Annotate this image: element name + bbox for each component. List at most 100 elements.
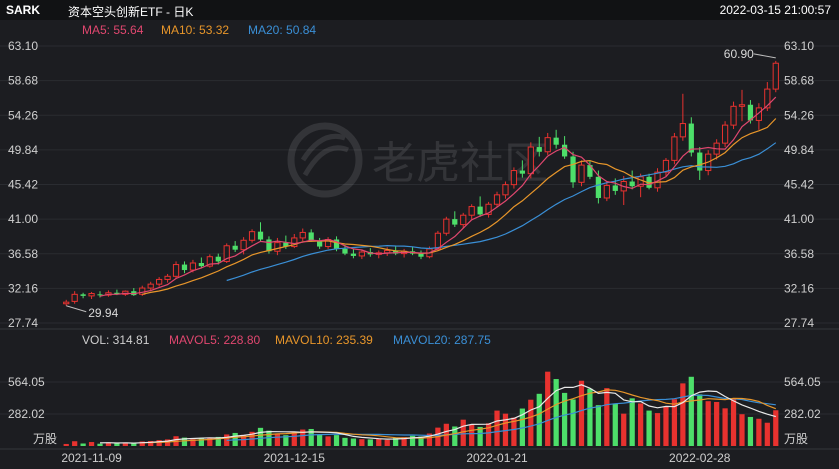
candle-body-up <box>662 159 670 173</box>
volume-bar <box>393 437 399 446</box>
candle-body-down <box>519 170 525 174</box>
candle-body-up <box>122 290 129 295</box>
candle-body-down <box>257 231 264 240</box>
volume-bar <box>629 398 635 446</box>
candle-body-up <box>426 248 433 258</box>
volume-bar <box>367 439 373 446</box>
candle-body-up <box>738 104 746 107</box>
price-tick-left: 41.00 <box>8 212 38 226</box>
volume-bar <box>80 443 86 446</box>
candle-body-down <box>333 239 340 249</box>
volume-bar <box>747 416 754 446</box>
price-tick-left: 58.68 <box>8 74 38 88</box>
candle-body-up <box>358 251 365 257</box>
volume-bar <box>350 438 357 446</box>
candle-body-down <box>561 144 568 157</box>
price-tick-left: 45.42 <box>8 178 38 192</box>
candle-body-up <box>485 203 492 215</box>
volume-bar <box>308 428 314 446</box>
candle-body-up <box>291 237 298 248</box>
watermark-text: 老虎社区 <box>372 139 548 188</box>
watermark-logo-icon <box>287 122 363 198</box>
price-tick-right: 41.00 <box>784 212 814 226</box>
candle-body-down <box>342 248 348 254</box>
candle-body-up <box>139 287 146 295</box>
price-tick-left: 36.58 <box>8 247 38 261</box>
candles <box>63 60 779 306</box>
candle-body-up <box>147 283 154 289</box>
candle-body-up <box>274 242 281 252</box>
price-tick-right: 27.74 <box>784 316 814 330</box>
volume-bar <box>502 413 509 446</box>
candle-body-up <box>375 252 382 255</box>
candle-body-down <box>80 294 86 296</box>
candle-body-up <box>764 88 771 109</box>
candle-body-up <box>654 171 661 189</box>
volume-bar <box>561 392 568 446</box>
vol-legend: VOL: 314.81 <box>82 333 150 347</box>
candle-body-down <box>266 239 272 252</box>
mavol20-legend: MAVOL20: 287.75 <box>393 333 491 347</box>
candle-body-up <box>443 218 450 234</box>
candle-body-down <box>198 262 204 267</box>
mavol10-legend: MAVOL10: 235.39 <box>275 333 373 347</box>
price-tick-right: 32.16 <box>784 281 814 295</box>
candle-body-up <box>105 292 112 296</box>
volume-bar <box>240 434 247 446</box>
volume-bar <box>291 432 297 446</box>
candle-body-down <box>131 291 137 296</box>
volume-axes: 564.05 564.05 282.02 282.02 万股 万股 <box>0 375 839 446</box>
volume-ma-lines <box>99 384 777 444</box>
price-tick-right: 49.84 <box>784 143 814 157</box>
volume-bar <box>654 413 661 446</box>
mavol20-line <box>226 394 776 441</box>
header-bar: SARK 资本空头创新ETF - 日K 2022-03-15 21:00:57 <box>0 0 839 20</box>
candle-body-up <box>434 232 442 250</box>
volume-bar <box>224 434 230 446</box>
volume-bar <box>173 436 179 446</box>
candle-body-down <box>570 156 576 183</box>
volume-bar <box>63 443 69 446</box>
candle-body-up <box>240 239 247 251</box>
candle-body-down <box>308 232 314 242</box>
candle-body-up <box>578 164 585 183</box>
ma-lines <box>99 96 777 297</box>
volume-bar <box>164 439 171 446</box>
candle-body-up <box>324 238 332 248</box>
volume-bar <box>114 443 120 446</box>
volume-unit-left: 万股 <box>33 432 57 446</box>
low-label: 29.94 <box>88 306 118 320</box>
ma5-line <box>99 96 777 297</box>
volume-bar <box>663 406 669 446</box>
volume-bar <box>756 418 762 446</box>
candle-body-down <box>587 165 593 177</box>
candle-body-down <box>114 292 120 295</box>
candle-body-down <box>215 256 221 262</box>
volume-bar <box>148 441 154 446</box>
candle-body-up <box>721 124 729 144</box>
volume-bar <box>553 379 559 446</box>
low-leader-line <box>66 305 87 313</box>
volume-tick-left: 282.02 <box>8 407 45 421</box>
candle-body-down <box>536 147 542 152</box>
volume-tick-left: 564.05 <box>8 375 45 389</box>
volume-bar <box>485 423 492 446</box>
volume-bar <box>460 419 466 446</box>
volume-bar <box>97 443 103 446</box>
volume-bar <box>359 439 365 446</box>
candle-body-down <box>367 252 373 255</box>
candle-body-up <box>620 181 627 192</box>
volume-bar <box>477 426 483 446</box>
price-tick-left: 54.26 <box>8 108 38 122</box>
volume-bar <box>122 442 128 446</box>
volume-bar <box>705 401 711 446</box>
high-leader-line <box>753 53 776 59</box>
candle-body-up <box>544 137 551 153</box>
volume-bar <box>536 393 542 446</box>
price-tick-left: 63.10 <box>8 39 38 53</box>
grid-lines <box>0 45 839 450</box>
watermark: 老虎社区 <box>287 122 548 198</box>
candle-body-down <box>350 253 357 256</box>
